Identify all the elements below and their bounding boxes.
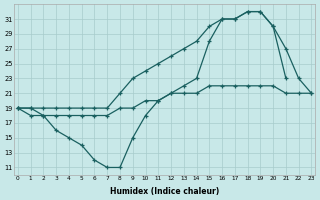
X-axis label: Humidex (Indice chaleur): Humidex (Indice chaleur) [110, 187, 219, 196]
